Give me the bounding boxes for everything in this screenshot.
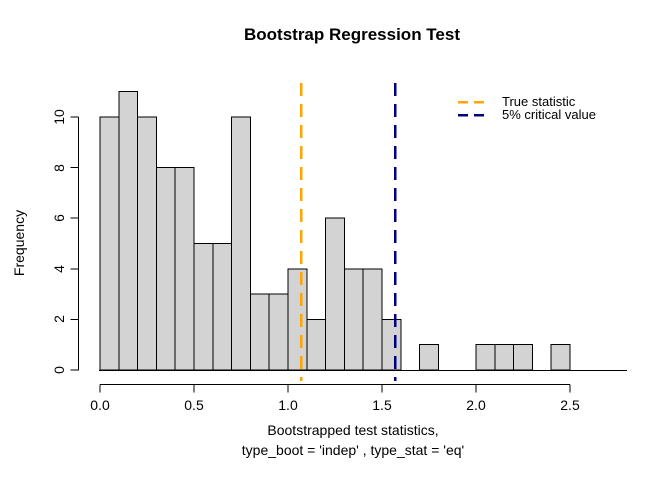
chart-title: Bootstrap Regression Test xyxy=(243,25,461,44)
y-tick-label-2: 2 xyxy=(51,315,67,324)
histogram-bar-bin-0 xyxy=(99,116,120,371)
histogram-bar-bin-11 xyxy=(306,318,327,371)
histogram-bar-bin-9 xyxy=(268,293,289,371)
y-tick-label-4: 4 xyxy=(51,264,67,273)
histogram-bar-bin-14 xyxy=(362,268,383,371)
histogram-bar-bin-20 xyxy=(475,344,496,371)
y-tick-label-0: 0 xyxy=(51,366,67,374)
x-tick-label-0.5: 0.5 xyxy=(184,397,204,413)
y-tick-label-10: 10 xyxy=(51,109,67,125)
histogram-bar-bin-2 xyxy=(137,116,157,371)
y-tick-label-6: 6 xyxy=(51,214,67,223)
histogram-bar-bin-5 xyxy=(193,243,214,371)
x-tick-label-2.5: 2.5 xyxy=(560,397,580,413)
y-tick-label-8: 8 xyxy=(51,163,67,172)
histogram-bar-bin-6 xyxy=(212,243,233,371)
histogram-bar-bin-24 xyxy=(550,344,571,371)
histogram-bar-bin-21 xyxy=(494,344,515,371)
legend-label-true-statistic: True statistic xyxy=(502,94,576,109)
histogram-bar-bin-22 xyxy=(513,344,533,371)
histogram-bar-bin-15 xyxy=(381,318,402,371)
histogram-bar-bin-8 xyxy=(249,293,270,371)
histogram-bar-bin-3 xyxy=(155,167,176,371)
histogram-bar-bin-7 xyxy=(231,116,251,371)
y-axis-title: Frequency xyxy=(11,209,27,277)
x-tick-label-0.0: 0.0 xyxy=(90,397,110,413)
histogram-bar-bin-13 xyxy=(343,268,364,371)
x-tick-label-1.5: 1.5 xyxy=(372,397,392,413)
histogram-bar-bin-1 xyxy=(118,91,139,371)
legend-label-critical-value: 5% critical value xyxy=(502,107,596,122)
histogram-bar-bin-17 xyxy=(419,344,439,371)
histogram-bar-bin-10 xyxy=(287,268,308,371)
histogram-bar-bin-12 xyxy=(325,217,345,371)
x-axis-title-line1: Bootstrapped test statistics, xyxy=(267,422,439,438)
x-axis-title-line2: type_boot = 'indep' , type_stat = 'eq' xyxy=(241,442,465,458)
x-tick-label-1.0: 1.0 xyxy=(278,397,298,413)
histogram-bar-bin-4 xyxy=(174,167,195,371)
x-tick-label-2.0: 2.0 xyxy=(466,397,486,413)
